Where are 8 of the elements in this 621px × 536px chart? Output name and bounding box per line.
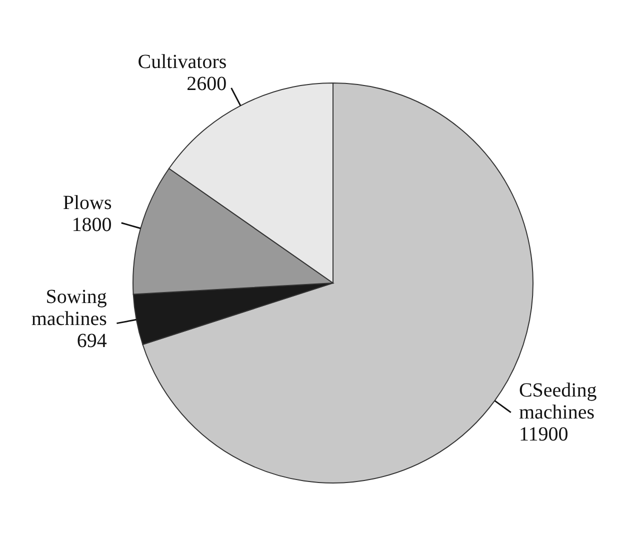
data-label: 11900 — [518, 423, 568, 446]
data-label: 2600 — [186, 73, 227, 96]
slice-label: Plows — [62, 192, 112, 214]
data-label: 1800 — [72, 214, 112, 236]
slice-label: Sowing machines — [31, 286, 108, 330]
slice-label: Cultivators — [138, 51, 227, 74]
slice-label: CSeeding machines — [518, 379, 597, 424]
data-label: 694 — [76, 330, 107, 352]
